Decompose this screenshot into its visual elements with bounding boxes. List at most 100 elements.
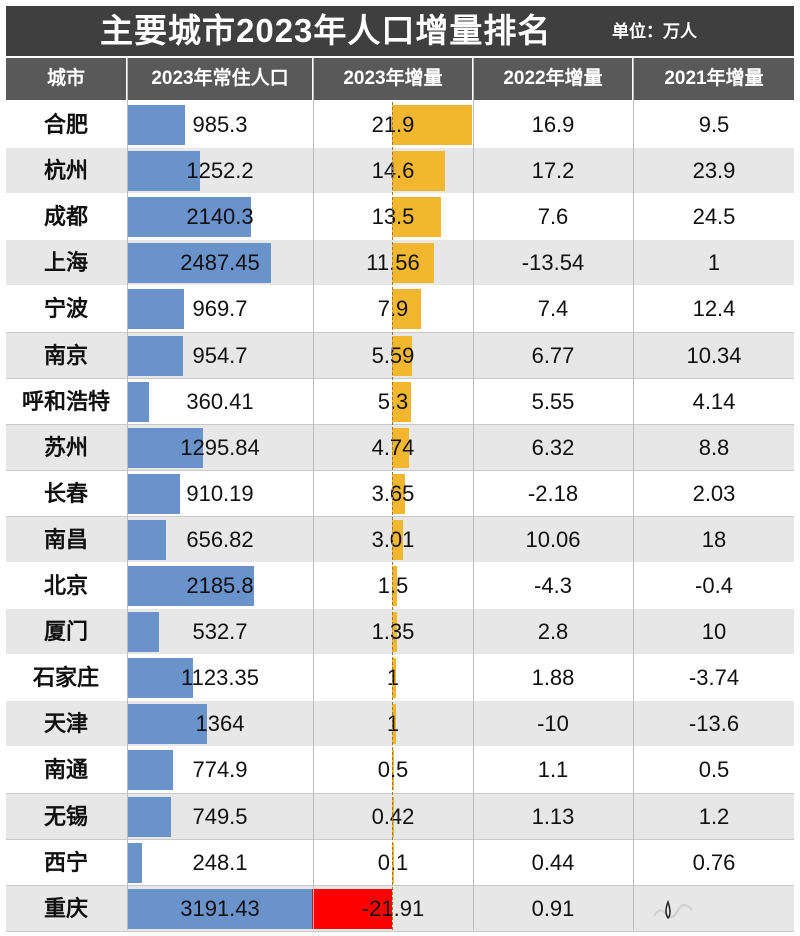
increase-2021-value: 10.34: [686, 342, 742, 368]
table-row: 苏州 1295.84 4.74 6.32 8.8: [6, 424, 794, 470]
city-name: 南昌: [43, 526, 88, 552]
table-row: 石家庄 1123.35 1 1.88 -3.74: [6, 655, 794, 701]
table-row: 西宁 248.1 0.1 0.44 0.76: [6, 839, 794, 885]
population-bar: [128, 197, 252, 238]
increase-2023-bar: [392, 750, 394, 791]
population-2023-value: 2185.8: [186, 573, 254, 598]
increase-2022-value: -2.18: [527, 480, 579, 506]
table-row: 厦门 532.7 1.35 2.8 10: [6, 609, 794, 655]
population-2023-value: 248.1: [192, 849, 248, 875]
increase-2023-value: 3.01: [371, 526, 415, 552]
increase-2023-value: 1.35: [371, 619, 415, 645]
city-name: 石家庄: [32, 665, 99, 691]
increase-2021-value: 8.8: [698, 434, 730, 460]
increase-2022-value: 5.55: [531, 388, 575, 414]
increase-2023-value: 11.56: [366, 250, 420, 276]
chart-title: 主要城市2023年人口增量排名: [100, 12, 552, 49]
population-bar: [128, 151, 201, 192]
increase-2021-value: 23.9: [692, 158, 736, 184]
increase-2021-value: 0.5: [698, 757, 730, 783]
increase-2023-bar: [392, 243, 435, 284]
table-row: 无锡 749.5 0.42 1.13 1.2: [6, 793, 794, 839]
increase-2023-bar: [392, 658, 396, 699]
increase-2023-bar: [392, 612, 397, 653]
population-bar: [128, 243, 272, 284]
population-2023-value: 2140.3: [186, 204, 254, 230]
increase-2022-value: 6.77: [531, 342, 575, 368]
city-name: 上海: [43, 250, 88, 276]
table-row: 重庆 3191.43 -21.91 0.91: [6, 885, 794, 931]
population-2023-value: 2487.45: [180, 250, 260, 276]
population-2023-value: 954.7: [192, 342, 248, 368]
table-row: 南昌 656.82 3.01 10.06 18: [6, 516, 794, 562]
increase-2023-bar: [392, 335, 413, 376]
population-bar: [128, 566, 255, 606]
city-name: 西宁: [43, 849, 88, 875]
city-name: 长春: [43, 480, 88, 506]
population-2023-value: 3191.43: [180, 895, 260, 921]
population-bar: [128, 289, 184, 330]
city-name: 苏州: [43, 434, 88, 460]
city-name: 天津: [43, 711, 88, 737]
population-bar: [128, 842, 143, 883]
population-bar: [128, 888, 312, 929]
increase-2023-value: 4.74: [371, 434, 415, 460]
increase-2022-value: 7.6: [537, 204, 569, 230]
population-bar: [128, 750, 173, 791]
increase-2022-value: -13.54: [521, 250, 585, 276]
city-name: 南京: [43, 342, 88, 368]
increase-2023-bar: [392, 473, 406, 514]
increase-2023-bar: [392, 796, 394, 837]
increase-2023-value: 0.42: [371, 803, 415, 829]
increase-2022-value: -4.3: [534, 573, 572, 598]
increase-2023-bar: [392, 197, 442, 238]
unit-label: 单位：万人: [612, 22, 697, 41]
city-name: 北京: [43, 573, 88, 598]
population-bar: [128, 335, 184, 376]
increase-2022-value: 0.91: [531, 895, 575, 921]
increase-2021-value: 0.76: [692, 849, 736, 875]
population-bar: [128, 658, 193, 699]
city-name: 厦门: [43, 619, 88, 645]
title-bar: [6, 6, 794, 56]
population-2023-value: 969.7: [192, 296, 248, 322]
row-divider: [6, 931, 794, 933]
table-row: 北京 2185.8 1.5 -4.3 -0.4: [6, 563, 794, 608]
increase-2021-value: 12.4: [692, 296, 736, 322]
population-2023-value: 1364: [195, 711, 245, 737]
increase-2023-value: 21.9: [371, 112, 415, 137]
population-bar: [128, 427, 203, 468]
city-name: 重庆: [43, 895, 88, 921]
increase-2022-value: 1.88: [531, 665, 575, 691]
increase-2022-value: 1.13: [531, 803, 575, 829]
increase-2022-value: 1.1: [537, 757, 569, 783]
population-2023-value: 1295.84: [180, 434, 260, 460]
population-2023-value: 1252.2: [186, 158, 254, 184]
increase-2023-value: 1: [386, 665, 400, 691]
header-increase-2021: 2021年增量: [634, 58, 794, 100]
header-population-2023: 2023年常住人口: [128, 58, 312, 100]
city-name: 宁波: [43, 296, 88, 322]
increase-2023-bar: [392, 381, 412, 422]
city-name: 南通: [43, 757, 88, 783]
increase-2023-value: 3.65: [371, 480, 415, 506]
increase-2022-value: 0.44: [531, 849, 575, 875]
increase-2021-value: -13.6: [688, 711, 740, 737]
increase-2023-value: 5.3: [377, 388, 409, 414]
population-bar: [128, 612, 159, 653]
population-bar: [128, 105, 185, 145]
table-row: 南通 774.9 0.5 1.1 0.5: [6, 747, 794, 793]
increase-2023-value: 5.59: [371, 342, 415, 368]
increase-2023-value: 13.5: [371, 204, 415, 230]
increase-2023-value: 1: [386, 711, 400, 737]
table-row: 上海 2487.45 11.56 -13.54 1: [6, 240, 794, 286]
population-bar: [128, 473, 181, 514]
population-2023-value: 985.3: [192, 112, 248, 137]
increase-2022-value: 10.06: [525, 526, 581, 552]
population-2023-value: 1123.35: [181, 665, 259, 691]
increase-2023-bar: [392, 289, 421, 330]
table-row: 天津 1364 1 -10 -13.6: [6, 701, 794, 747]
city-name: 合肥: [43, 112, 88, 137]
table-row: 成都 2140.3 13.5 7.6 24.5: [6, 194, 794, 240]
